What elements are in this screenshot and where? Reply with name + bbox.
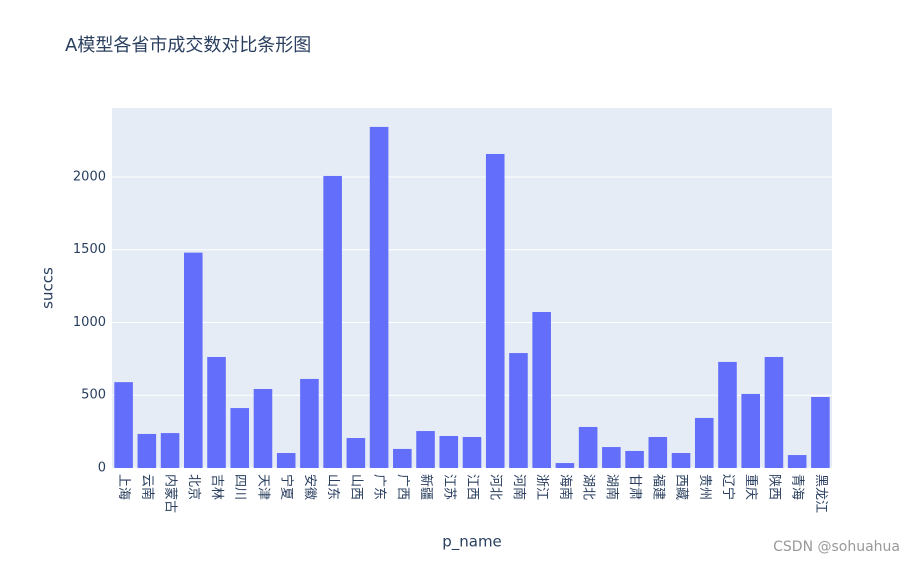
bar [625, 450, 644, 468]
bar [393, 448, 412, 468]
x-tick-label: 辽宁 [720, 474, 736, 500]
bar [184, 252, 203, 468]
x-tick-label: 安徽 [302, 474, 317, 500]
bar [439, 435, 459, 468]
y-tick-label: 1500 [73, 242, 106, 257]
x-tick-label: 天津 [255, 474, 270, 500]
bar [300, 378, 319, 468]
bar [369, 126, 389, 468]
bar [462, 437, 482, 468]
x-tick-label: 福建 [650, 474, 665, 500]
x-axis-title: p_name [442, 533, 502, 552]
bar [114, 382, 133, 468]
x-tick-label: 湖南 [604, 474, 620, 500]
bar [137, 433, 157, 468]
x-tick-label: 内蒙古 [163, 474, 179, 513]
bar [741, 393, 760, 468]
x-tick-label: 宁夏 [279, 474, 295, 500]
bar [230, 408, 250, 468]
x-tick-label: 重庆 [743, 474, 759, 500]
x-tick-label: 河北 [488, 474, 503, 500]
x-tick-label: 山东 [325, 474, 340, 500]
x-tick-label: 黑龙江 [813, 474, 828, 513]
watermark: CSDN @sohuahua [773, 539, 900, 555]
x-tick-label: 贵州 [697, 474, 712, 500]
bar [718, 361, 737, 468]
x-tick-label: 湖北 [581, 474, 596, 500]
x-tick-label: 江西 [465, 474, 480, 500]
y-tick-label: 2000 [73, 169, 106, 184]
y-tick-label: 0 [98, 461, 106, 476]
x-tick-label: 河南 [511, 474, 527, 500]
bar [578, 426, 598, 468]
x-tick-label: 海南 [557, 474, 573, 500]
x-tick-label: 四川 [232, 474, 247, 500]
bar [648, 437, 668, 468]
x-tick-label: 江苏 [441, 474, 457, 500]
bar [323, 175, 342, 469]
bar [509, 353, 528, 468]
x-tick-label: 云南 [139, 474, 155, 500]
x-tick-label: 吉林 [209, 474, 224, 500]
bar [160, 433, 180, 468]
x-tick-label: 北京 [186, 474, 201, 500]
x-tick-label: 上海 [116, 474, 131, 500]
bar [253, 388, 273, 468]
y-tick-label: 500 [81, 388, 106, 403]
bar [416, 431, 435, 468]
bar [811, 396, 830, 468]
bar [485, 153, 505, 468]
x-tick-label: 新疆 [418, 474, 434, 500]
bar [787, 455, 807, 468]
x-tick-label: 广东 [372, 474, 387, 500]
chart-title: A模型各省市成交数对比条形图 [65, 35, 311, 56]
bar [671, 453, 691, 468]
bar [694, 417, 714, 468]
x-tick-label: 西藏 [674, 474, 689, 500]
x-tick-label: 甘肃 [627, 474, 642, 500]
y-tick-label: 1000 [73, 315, 106, 330]
y-axis-title: succs [39, 267, 57, 309]
x-tick-label: 山西 [348, 474, 363, 500]
x-tick-label: 陕西 [766, 474, 781, 500]
bar [346, 438, 366, 468]
bar [532, 312, 551, 468]
bar [207, 356, 226, 468]
x-tick-label: 广西 [395, 474, 410, 500]
bar [555, 463, 575, 468]
bar [276, 453, 296, 468]
bar [764, 356, 784, 468]
x-tick-label: 浙江 [534, 474, 549, 500]
plot-area [112, 108, 832, 468]
bar [602, 447, 621, 468]
x-tick-label: 青海 [790, 474, 805, 500]
